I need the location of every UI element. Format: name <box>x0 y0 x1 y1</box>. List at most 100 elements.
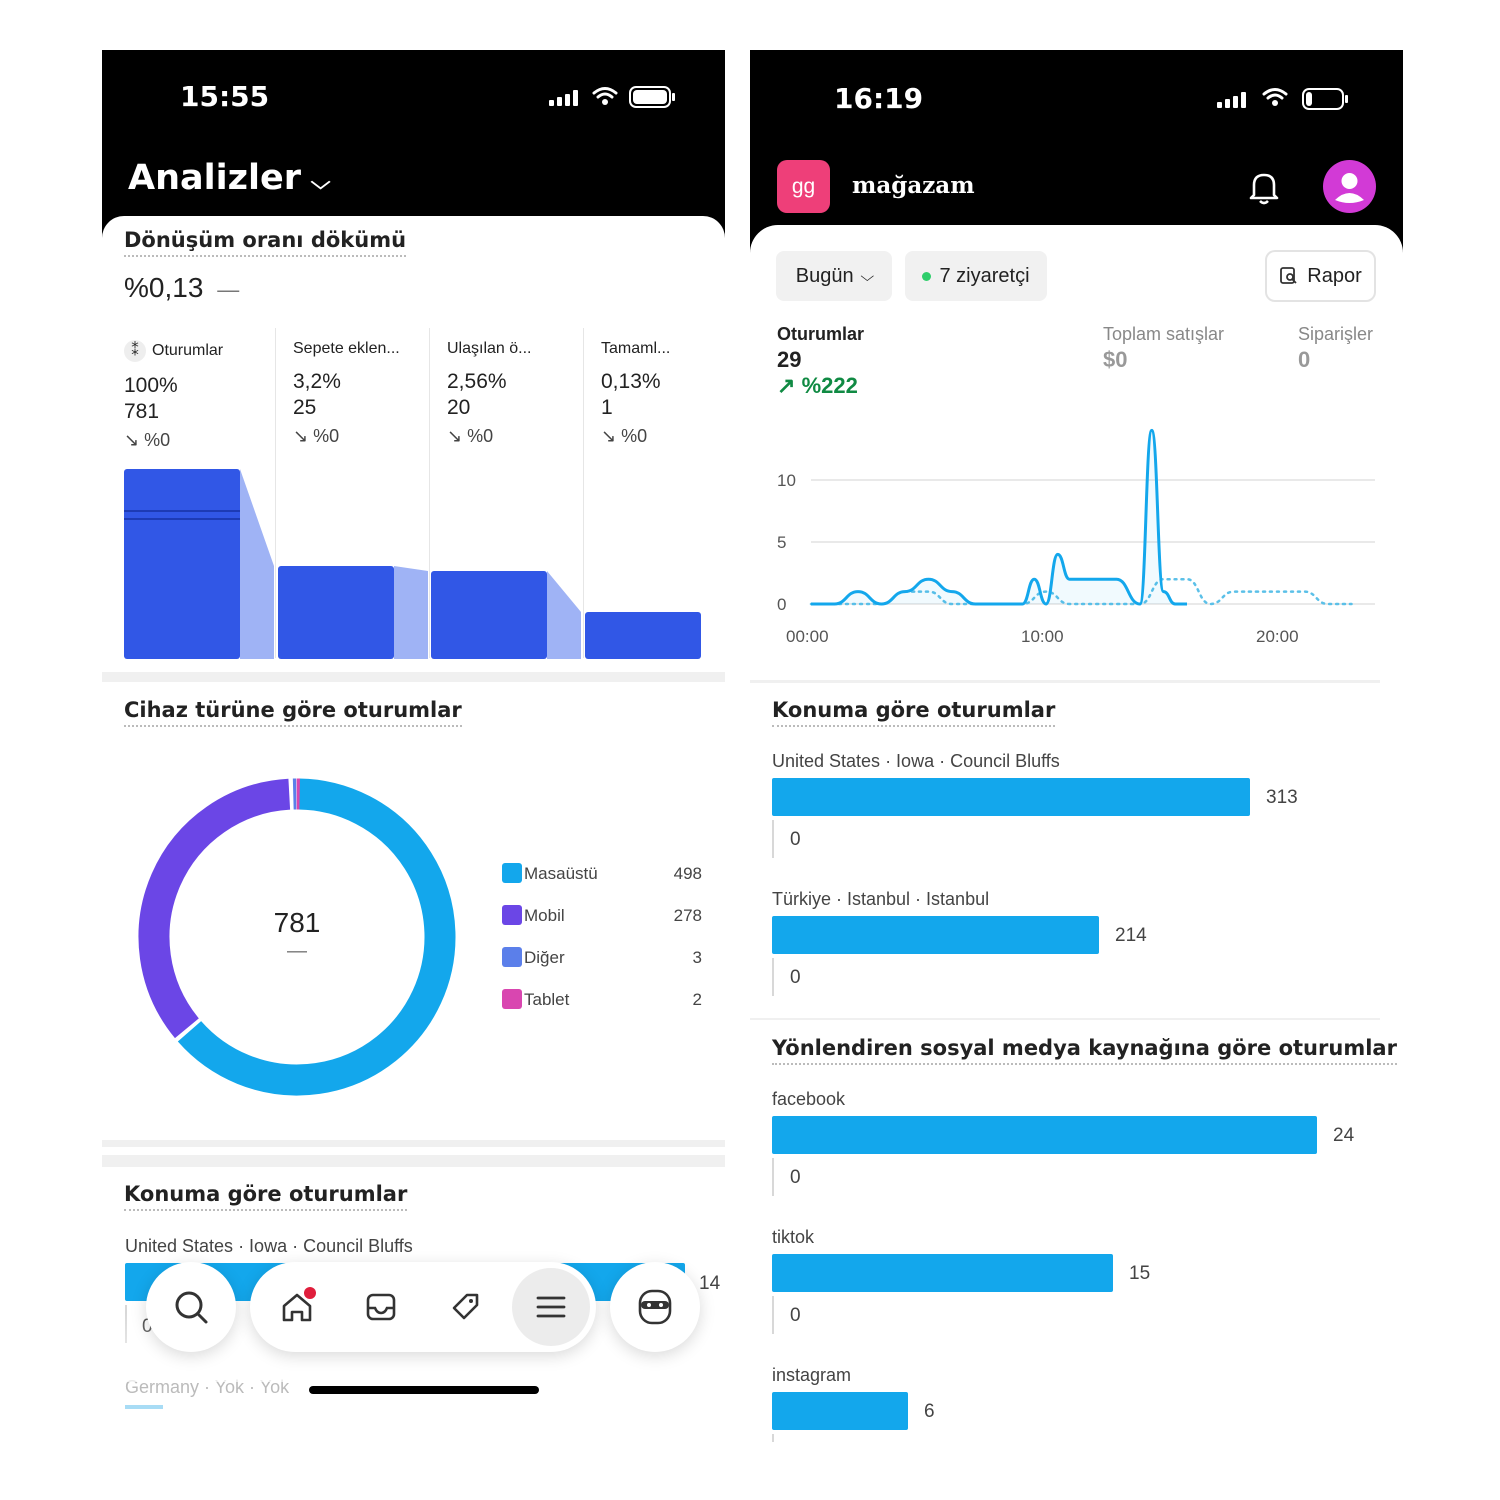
location-bar <box>125 1405 163 1409</box>
legend-value: 2 <box>692 990 702 1009</box>
funnel-title[interactable]: Dönüşüm oranı dökümü <box>124 228 407 257</box>
metric-change: ↗ %222 <box>777 373 864 399</box>
funnel-step-count: 25 <box>293 396 317 419</box>
metric-sessions[interactable]: Oturumlar 29 ↗ %222 <box>777 324 864 399</box>
report-label: Rapor <box>1307 264 1362 287</box>
funnel-bar <box>278 566 394 659</box>
funnel-rate-value: %0,13 <box>124 272 204 303</box>
social-label: tiktok <box>772 1227 815 1247</box>
funnel-step-count: 781 <box>124 400 160 423</box>
right-screen: 16:19 gg mağazam Bugün ⌵ 7 ziyaretçi Rap… <box>750 50 1403 1450</box>
divider <box>275 328 276 658</box>
legend-item: Masaüstü 498 <box>502 862 702 884</box>
donut-total-dash: — <box>287 940 307 962</box>
current-period-line <box>811 428 1187 606</box>
wifi-icon <box>592 87 618 105</box>
left-screen: 15:55 Analizler ⌵ Dönüşüm oranı dökümü %… <box>102 50 725 1410</box>
x-tick-label: 00:00 <box>786 627 829 646</box>
funnel-dropoff <box>240 469 274 659</box>
status-time: 15:55 <box>180 80 270 113</box>
search-button[interactable] <box>146 1262 236 1352</box>
date-filter-label: Bugün <box>795 264 854 287</box>
location-bar-value: 14 <box>699 1273 721 1294</box>
section-separator <box>102 672 725 682</box>
current-period-area <box>811 430 1187 604</box>
chevron-down-icon: ⌵ <box>860 267 874 284</box>
location-title[interactable]: Konuma göre oturumlar <box>772 698 1056 727</box>
funnel-step-name: Oturumlar <box>152 342 224 359</box>
x-tick-label: 20:00 <box>1256 627 1299 646</box>
donut-total: 781 <box>273 907 321 938</box>
date-filter[interactable]: Bugün ⌵ <box>776 251 892 301</box>
funnel-bar <box>431 571 547 659</box>
social-bar-value: 15 <box>1129 1263 1151 1284</box>
signal-icon <box>1217 92 1246 108</box>
location-bar <box>772 916 1099 954</box>
arrow-up-right-icon: ↗ <box>777 373 796 398</box>
funnel-step-change: ↘ %0 <box>601 426 648 446</box>
tag-icon[interactable] <box>442 1284 488 1330</box>
menu-button[interactable] <box>512 1268 590 1346</box>
divider <box>429 328 430 658</box>
chevron-down-icon: ⌵ <box>310 170 331 194</box>
section-separator <box>750 1018 1380 1020</box>
home-indicator <box>309 1386 539 1394</box>
social-section: Yönlendiren sosyal medya kaynağına göre … <box>772 1036 1397 1065</box>
funnel-step-pct: 100% <box>124 374 178 397</box>
store-badge[interactable]: gg <box>777 160 830 213</box>
social-prev-bar <box>772 1296 774 1334</box>
funnel-step-pct: 2,56% <box>447 370 507 393</box>
legend-item: Diğer 3 <box>502 946 702 968</box>
report-button[interactable]: Rapor <box>1265 250 1376 302</box>
funnel-bar <box>585 612 701 659</box>
social-label: instagram <box>772 1365 852 1385</box>
avatar[interactable] <box>1323 160 1376 213</box>
location-prev-value: 0 <box>790 829 801 850</box>
location-prev-bar <box>772 958 774 996</box>
social-bar <box>772 1392 908 1430</box>
metric-label: Oturumlar <box>777 324 865 344</box>
home-icon[interactable] <box>274 1284 320 1330</box>
divider <box>583 328 584 658</box>
legend-value: 278 <box>673 906 702 925</box>
legend-label: Masaüstü <box>524 864 598 883</box>
live-dot-icon <box>922 271 932 281</box>
social-label: facebook <box>772 1089 846 1109</box>
legend-swatch <box>502 989 522 1009</box>
device-title[interactable]: Cihaz türüne göre oturumlar <box>124 698 462 727</box>
metric-label: Siparişler <box>1298 324 1374 344</box>
content-sheet <box>750 225 1403 1450</box>
funnel-step-pct: 3,2% <box>293 370 341 393</box>
visitors-pill[interactable]: 7 ziyaretçi <box>905 251 1047 301</box>
social-prev-bar <box>772 1434 774 1442</box>
page-title[interactable]: Analizler ⌵ <box>128 158 331 198</box>
legend-label: Diğer <box>524 948 565 967</box>
location-label: Türkiye · Istanbul · Istanbul <box>772 889 990 909</box>
wifi-icon <box>1262 88 1288 106</box>
funnel-steps: ⁑ Oturumlar 100% 781 ↘ %0 Sepete eklen...… <box>102 340 725 490</box>
metric-value: $0 <box>1103 347 1128 372</box>
metric-sales[interactable]: Toplam satışlar $0 <box>1103 324 1224 373</box>
social-title[interactable]: Yönlendiren sosyal medya kaynağına göre … <box>772 1036 1397 1065</box>
funnel-section: Dönüşüm oranı dökümü <box>124 228 407 257</box>
sessions-icon: ⁑ <box>124 340 146 362</box>
metric-orders[interactable]: Siparişler 0 <box>1298 324 1373 373</box>
inbox-icon[interactable] <box>358 1284 404 1330</box>
social-bar-value: 6 <box>924 1401 935 1422</box>
donut-slice[interactable] <box>177 778 456 1096</box>
legend-value: 3 <box>692 948 702 967</box>
donut-slice[interactable] <box>138 778 291 1039</box>
legend-value: 498 <box>673 864 702 883</box>
device-legend: Masaüstü 498 Mobil 278 Diğer 3 Tablet 2 <box>502 862 702 1032</box>
sidekick-button[interactable] <box>610 1262 700 1352</box>
funnel-break-mark <box>124 510 240 520</box>
funnel-step-label: Sepete eklen... <box>293 340 400 357</box>
funnel-chart <box>124 469 701 659</box>
bell-icon[interactable] <box>1244 167 1284 207</box>
location-bar-value: 313 <box>1266 787 1298 808</box>
location-label: Germany · Yok · Yok <box>125 1377 290 1397</box>
location-title[interactable]: Konuma göre oturumlar <box>124 1182 408 1211</box>
legend-item: Tablet 2 <box>502 988 702 1010</box>
store-name[interactable]: mağazam <box>852 172 975 199</box>
previous-period-line <box>809 577 1353 606</box>
